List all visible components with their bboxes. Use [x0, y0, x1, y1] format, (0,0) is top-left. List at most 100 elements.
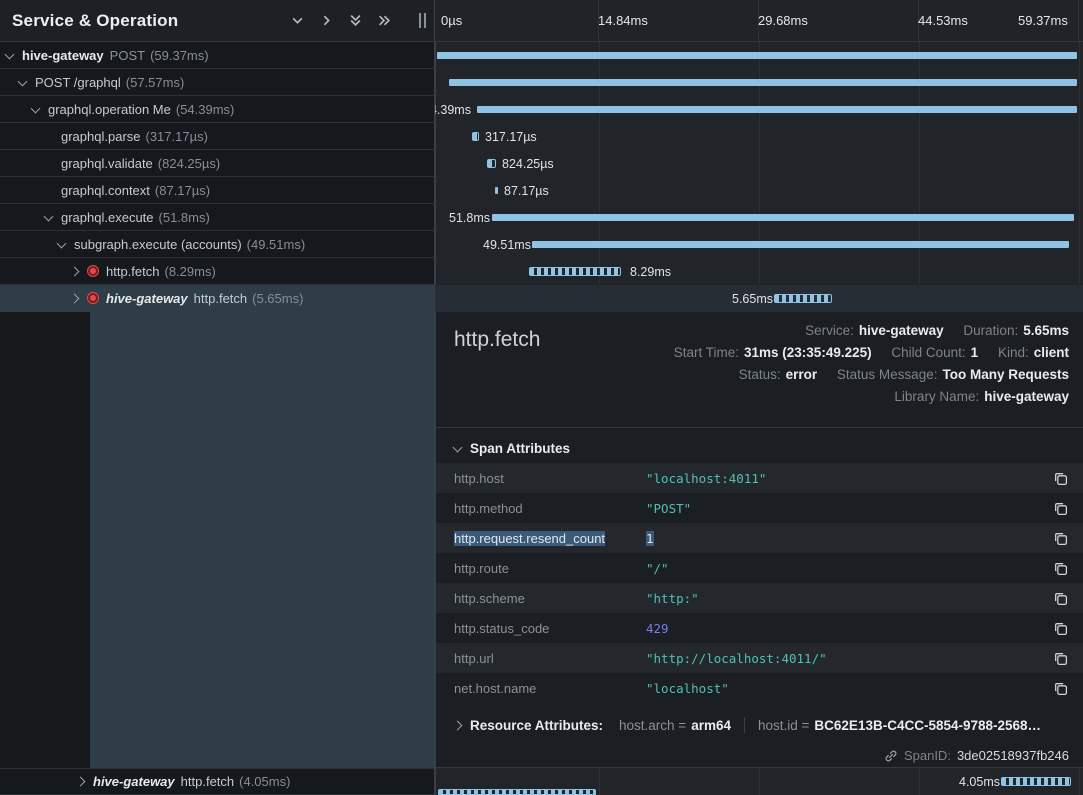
span-row[interactable]: 49.51ms subgraph.execute (accounts) (49.…	[0, 231, 1083, 258]
span-row[interactable]: POST /graphql (57.57ms)	[0, 69, 1083, 96]
span-duration-label: 54.39ms	[435, 103, 471, 117]
panel-resize-handle[interactable]	[419, 13, 426, 28]
span-duration-label: 8.29ms	[630, 265, 671, 279]
status-label: Status:	[739, 367, 781, 382]
selected-span-region	[90, 312, 435, 768]
status-message-label: Status Message:	[837, 367, 938, 382]
expand-toggle-icon[interactable]	[76, 777, 86, 787]
span-detail-panel: http.fetch Service:hive-gateway Duration…	[436, 312, 1083, 768]
expand-toggle-icon[interactable]	[57, 238, 67, 248]
chevron-right-icon	[453, 720, 463, 730]
copy-button[interactable]	[1051, 469, 1069, 487]
copy-button[interactable]	[1051, 619, 1069, 637]
divider	[744, 717, 745, 733]
status-value: error	[786, 367, 818, 382]
span-duration: (8.29ms)	[164, 264, 215, 279]
child-count-label: Child Count:	[891, 345, 965, 360]
attribute-row: http.route "/"	[436, 553, 1083, 583]
copy-button[interactable]	[1051, 649, 1069, 667]
copy-button[interactable]	[1051, 499, 1069, 517]
kind-value: client	[1034, 345, 1069, 360]
copy-button[interactable]	[1051, 529, 1069, 547]
resource-key: host.id =	[758, 718, 809, 733]
span-attributes-toggle[interactable]: Span Attributes	[454, 441, 570, 456]
attribute-row: http.request.resend_count 1	[436, 523, 1083, 553]
link-icon[interactable]	[884, 749, 898, 763]
chevron-down-icon	[453, 443, 463, 453]
attribute-value: "/"	[646, 561, 1051, 576]
kind-label: Kind:	[998, 345, 1029, 360]
operation-name: http.fetch	[181, 774, 234, 789]
attribute-value: "http://localhost:4011/"	[646, 651, 1051, 666]
service-name: hive-gateway	[22, 48, 104, 63]
service-value: hive-gateway	[859, 323, 944, 338]
operation-name: graphql.validate	[61, 156, 153, 171]
copy-button[interactable]	[1051, 589, 1069, 607]
span-bar[interactable]	[1001, 777, 1071, 786]
resource-value: BC62E13B-C4CC-5854-9788-2568…	[814, 718, 1041, 733]
chevron-down-icon[interactable]	[290, 14, 304, 28]
span-row[interactable]: 8.29ms http.fetch (8.29ms)	[0, 258, 1083, 285]
attribute-key: http.status_code	[454, 621, 646, 636]
span-bar[interactable]	[492, 214, 1074, 221]
span-bar[interactable]	[449, 79, 1077, 86]
attribute-key: http.method	[454, 501, 646, 516]
span-bar[interactable]	[495, 187, 498, 194]
attribute-row: http.url "http://localhost:4011/"	[436, 643, 1083, 673]
expand-toggle-icon[interactable]	[31, 103, 41, 113]
resource-attributes-header: Resource Attributes:	[470, 718, 603, 733]
span-row[interactable]: 87.17µs graphql.context (87.17µs)	[0, 177, 1083, 204]
span-row[interactable]: 824.25µs graphql.validate (824.25µs)	[0, 150, 1083, 177]
span-row[interactable]: 317.17µs graphql.parse (317.17µs)	[0, 123, 1083, 150]
span-duration: (4.05ms)	[239, 774, 290, 789]
span-duration: (51.8ms)	[159, 210, 210, 225]
span-bar[interactable]	[487, 159, 496, 168]
expand-toggle-icon[interactable]	[70, 266, 80, 276]
attribute-value: 429	[646, 621, 1051, 636]
span-duration: (49.51ms)	[247, 237, 306, 252]
span-bar[interactable]	[437, 52, 1077, 59]
span-duration: (317.17µs)	[146, 129, 208, 144]
attribute-key: http.request.resend_count	[454, 531, 605, 546]
span-row[interactable]: 54.39ms graphql.operation Me (54.39ms)	[0, 96, 1083, 123]
expand-toggle-icon[interactable]	[44, 211, 54, 221]
operation-name: graphql.parse	[61, 129, 141, 144]
resource-attributes-toggle[interactable]: Resource Attributes: host.arch = arm64 h…	[454, 717, 1041, 733]
duration-label: Duration:	[963, 323, 1018, 338]
trace-viewer: Service & Operation 0µs 14.84ms 29.68ms …	[0, 0, 1083, 795]
span-duration-label: 49.51ms	[483, 238, 531, 252]
span-duration-label: 51.8ms	[449, 211, 490, 225]
duration-value: 5.65ms	[1023, 323, 1069, 338]
attribute-value: "POST"	[646, 501, 1051, 516]
span-row[interactable]: 51.8ms graphql.execute (51.8ms)	[0, 204, 1083, 231]
copy-button[interactable]	[1051, 679, 1069, 697]
span-bar[interactable]	[477, 106, 1077, 113]
expand-toggle-icon[interactable]	[5, 49, 15, 59]
resource-value: arm64	[691, 718, 731, 733]
expand-toggle-icon[interactable]	[18, 76, 28, 86]
span-attributes-table: http.host "localhost:4011" http.method "…	[436, 463, 1083, 703]
tree-toolbar	[290, 13, 426, 28]
attribute-value: 1	[646, 531, 654, 546]
ruler-tick-label: 44.53ms	[918, 13, 968, 28]
tree-header: Service & Operation	[0, 0, 435, 42]
operation-name: subgraph.execute (accounts)	[74, 237, 242, 252]
service-label: Service:	[805, 323, 854, 338]
span-attributes-header: Span Attributes	[470, 441, 570, 456]
attribute-row: http.status_code 429	[436, 613, 1083, 643]
span-bar[interactable]	[438, 789, 596, 795]
span-duration-label: 824.25µs	[502, 157, 554, 171]
error-icon	[87, 292, 99, 304]
span-bar[interactable]	[774, 294, 832, 303]
error-icon	[87, 265, 99, 277]
double-chevron-down-icon[interactable]	[348, 14, 362, 28]
double-chevron-right-icon[interactable]	[377, 14, 391, 28]
expand-toggle-icon[interactable]	[70, 293, 80, 303]
span-row-selected[interactable]: 5.65ms hive-gateway http.fetch (5.65ms)	[0, 285, 1083, 312]
span-bar[interactable]	[472, 132, 479, 141]
chevron-right-icon[interactable]	[319, 14, 333, 28]
span-row[interactable]: hive-gateway POST (59.37ms)	[0, 42, 1083, 69]
span-bar[interactable]	[529, 267, 621, 276]
span-bar[interactable]	[532, 241, 1069, 248]
copy-button[interactable]	[1051, 559, 1069, 577]
